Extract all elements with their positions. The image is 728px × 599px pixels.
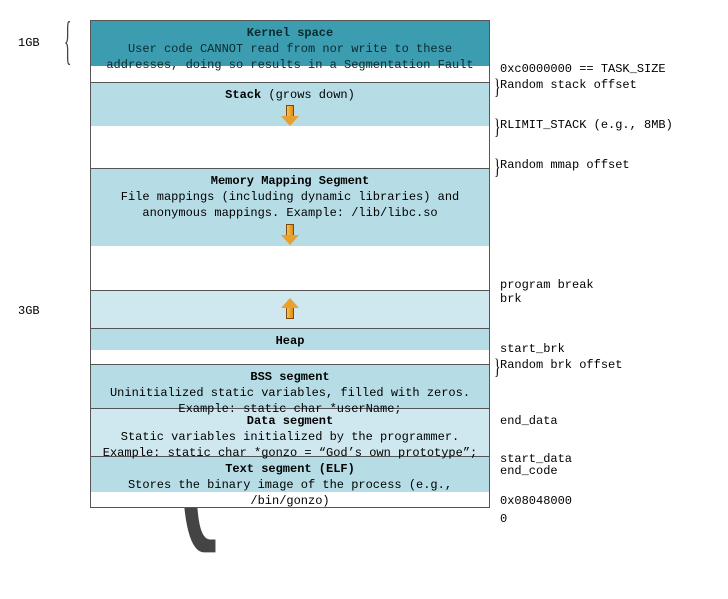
annotation-label: start_brk bbox=[500, 342, 565, 356]
annotation-label: end_data bbox=[500, 414, 558, 428]
annotation-label: Random mmap offset bbox=[500, 158, 630, 172]
segment-title: Data segment bbox=[247, 414, 333, 428]
segment-heap-up bbox=[90, 290, 490, 328]
left-brace-label: 1GB bbox=[18, 36, 40, 50]
segment-gap4 bbox=[90, 350, 490, 364]
segment-gap3 bbox=[90, 246, 490, 290]
annotation-label: Random stack offset bbox=[500, 78, 637, 92]
annotation-label: Random brk offset bbox=[500, 358, 622, 372]
memory-layout-diagram: Kernel space User code CANNOT read from n… bbox=[90, 20, 490, 508]
segment-title: Memory Mapping Segment bbox=[211, 174, 369, 188]
arrow-up-icon bbox=[283, 297, 297, 319]
arrow-down-icon bbox=[283, 224, 297, 246]
segment-kernel: Kernel spaceUser code CANNOT read from n… bbox=[90, 20, 490, 66]
segment-title: Kernel space bbox=[247, 26, 333, 40]
annotation-label: 0xc0000000 == TASK_SIZE bbox=[500, 62, 666, 76]
arrow-down-icon bbox=[283, 105, 297, 127]
segment-title: Stack bbox=[225, 88, 261, 102]
annotation-label: brk bbox=[500, 292, 522, 306]
annotation-label: end_code bbox=[500, 464, 558, 478]
segment-desc: Static variables initialized by the prog… bbox=[103, 430, 477, 460]
segment-title: BSS segment bbox=[250, 370, 329, 384]
segment-gap2 bbox=[90, 126, 490, 168]
segment-title-suffix: (grows down) bbox=[261, 88, 355, 102]
annotation-label: 0 bbox=[500, 512, 507, 526]
annotation-label: 0x08048000 bbox=[500, 494, 572, 508]
segment-heap: Heap bbox=[90, 328, 490, 350]
segment-data: Data segmentStatic variables initialized… bbox=[90, 408, 490, 456]
segment-stack: Stack (grows down) bbox=[90, 82, 490, 126]
left-brace-label: 3GB bbox=[18, 304, 40, 318]
segment-desc: User code CANNOT read from nor write to … bbox=[106, 42, 473, 72]
annotation-label: RLIMIT_STACK (e.g., 8MB) bbox=[500, 118, 673, 132]
segment-bss: BSS segmentUninitialized static variable… bbox=[90, 364, 490, 408]
annotation-label: program break bbox=[500, 278, 594, 292]
segment-title: Heap bbox=[276, 334, 305, 348]
segment-mmap: Memory Mapping Segment File mappings (inc… bbox=[90, 168, 490, 246]
segment-desc: File mappings (including dynamic librari… bbox=[121, 190, 459, 220]
segment-title: Text segment (ELF) bbox=[225, 462, 355, 476]
